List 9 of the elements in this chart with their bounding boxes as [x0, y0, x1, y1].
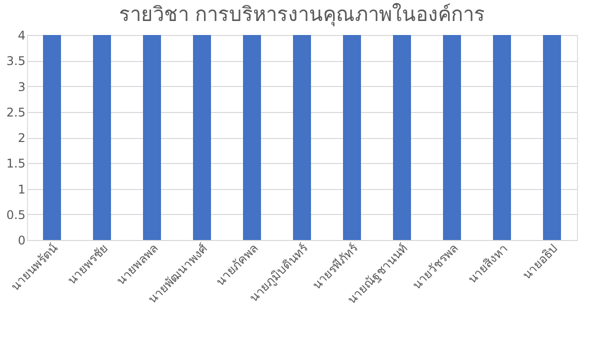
y-tick-label: 1 — [18, 182, 26, 196]
y-tick-label: 3 — [18, 80, 26, 94]
y-tick-label: 1.5 — [6, 156, 26, 171]
chart-title: รายวิชา การบริหารงานคุณภาพในองค์การ — [118, 2, 486, 27]
y-tick-label: 0.5 — [6, 208, 26, 222]
y-tick-label: 3.5 — [6, 54, 26, 68]
y-tick-label: 4 — [18, 28, 26, 42]
y-tick-label: 2.5 — [6, 105, 26, 120]
y-tick-label: 2 — [18, 131, 26, 145]
